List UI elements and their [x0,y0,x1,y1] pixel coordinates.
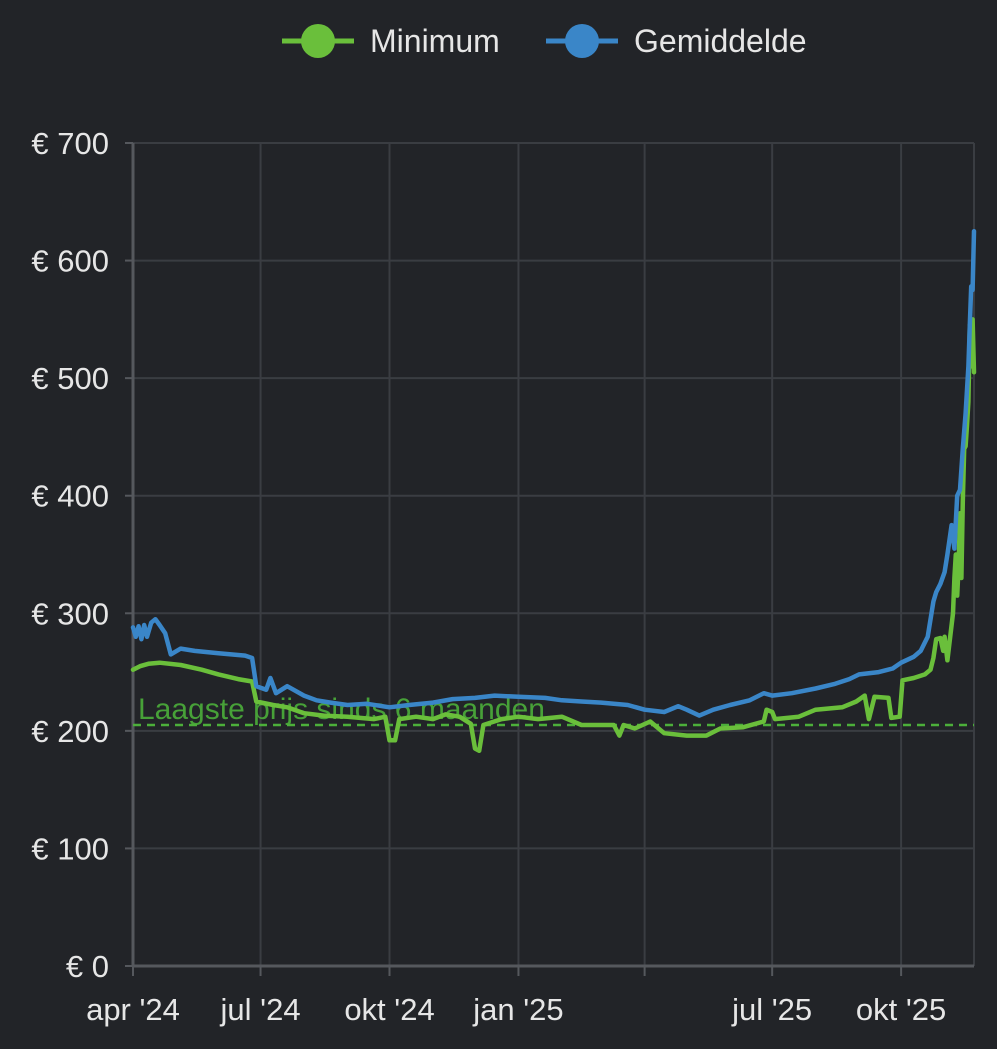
y-tick-label: € 400 [31,479,109,514]
legend-item-minimum[interactable]: Minimum [282,23,500,59]
legend-swatch-marker [301,24,335,58]
y-tick-label: € 700 [31,126,109,161]
legend-item-gemiddelde[interactable]: Gemiddelde [546,23,807,59]
x-tick-label: okt '25 [856,992,946,1027]
y-tick-label: € 500 [31,361,109,396]
y-tick-label: € 100 [31,831,109,866]
series-line-minimum [130,317,977,754]
axes: € 0 € 100 € 200 € 300 € 400 € 500 € 600 € 700 ap… [31,126,974,1027]
series-line-gemiddelde [130,228,977,718]
x-tick-label: jul '25 [731,992,812,1027]
grid [132,142,975,967]
legend-label: Gemiddelde [634,23,807,59]
x-tick-label: okt '24 [344,992,434,1027]
legend-label: Minimum [370,23,500,59]
y-tick-label: € 200 [31,714,109,749]
legend-swatch-marker [565,24,599,58]
y-tick-label: € 0 [66,949,109,984]
series-group [130,228,977,754]
y-tick-label: € 600 [31,244,109,279]
x-tick-label: jan '25 [472,992,563,1027]
x-tick-label: jul '24 [220,992,301,1027]
legend[interactable]: Minimum Gemiddelde [282,23,807,59]
x-tick-label: apr '24 [86,992,180,1027]
y-tick-label: € 300 [31,596,109,631]
